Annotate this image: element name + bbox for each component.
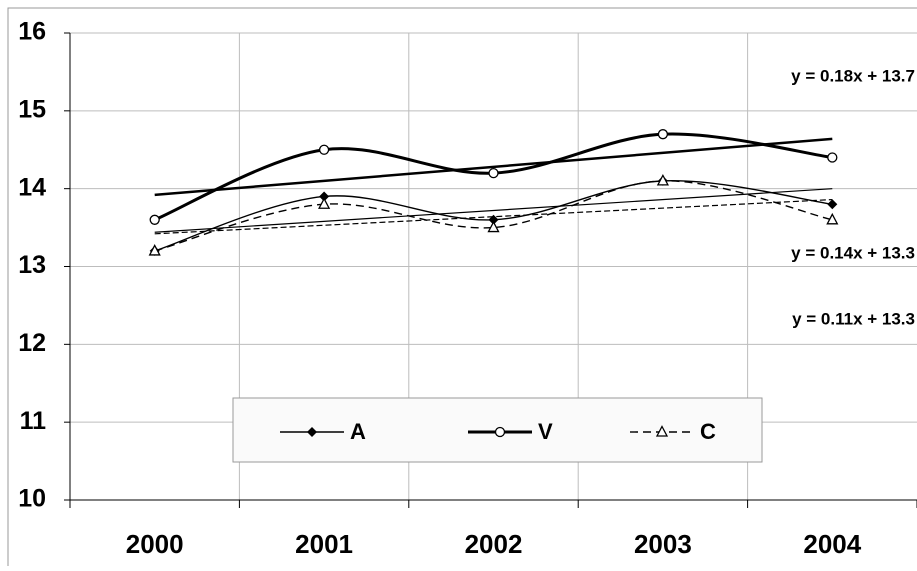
y-tick-label: 14 bbox=[18, 173, 46, 201]
y-tick-label: 13 bbox=[18, 251, 46, 279]
x-tick-label: 2000 bbox=[126, 529, 184, 559]
marker bbox=[319, 191, 330, 202]
x-tick-label: 2003 bbox=[634, 529, 692, 559]
marker bbox=[487, 220, 500, 233]
marker bbox=[656, 173, 669, 186]
y-tick-label: 15 bbox=[18, 95, 46, 123]
marker bbox=[307, 427, 317, 437]
trendline bbox=[154, 137, 833, 197]
marker bbox=[318, 144, 330, 155]
trendline bbox=[154, 188, 833, 233]
legend-label: A bbox=[350, 419, 366, 444]
trendline-label: y = 0.14x + 13.3 bbox=[791, 243, 915, 262]
x-tick-label: 2002 bbox=[465, 529, 523, 559]
marker bbox=[148, 244, 161, 256]
trendline-label: y = 0.11x + 13.3 bbox=[792, 309, 915, 328]
trendline-label: y = 0.18x + 13.7 bbox=[791, 66, 915, 85]
marker bbox=[826, 212, 839, 225]
marker bbox=[827, 152, 838, 163]
marker bbox=[657, 129, 669, 140]
y-tick-label: 11 bbox=[20, 407, 47, 435]
marker bbox=[149, 214, 160, 225]
y-tick-label: 12 bbox=[18, 329, 46, 357]
y-tick-label: 10 bbox=[18, 485, 46, 513]
marker bbox=[318, 197, 331, 209]
chart-frame bbox=[7, 7, 917, 571]
y-tick-label: 16 bbox=[18, 18, 46, 46]
legend-label: C bbox=[700, 419, 716, 444]
marker bbox=[655, 425, 669, 437]
marker bbox=[494, 426, 506, 438]
x-tick-label: 2004 bbox=[803, 529, 861, 559]
marker bbox=[827, 199, 838, 210]
marker bbox=[488, 167, 499, 179]
x-tick-label: 2001 bbox=[295, 529, 353, 559]
trendline bbox=[154, 198, 833, 235]
legend-label: V bbox=[538, 419, 553, 444]
